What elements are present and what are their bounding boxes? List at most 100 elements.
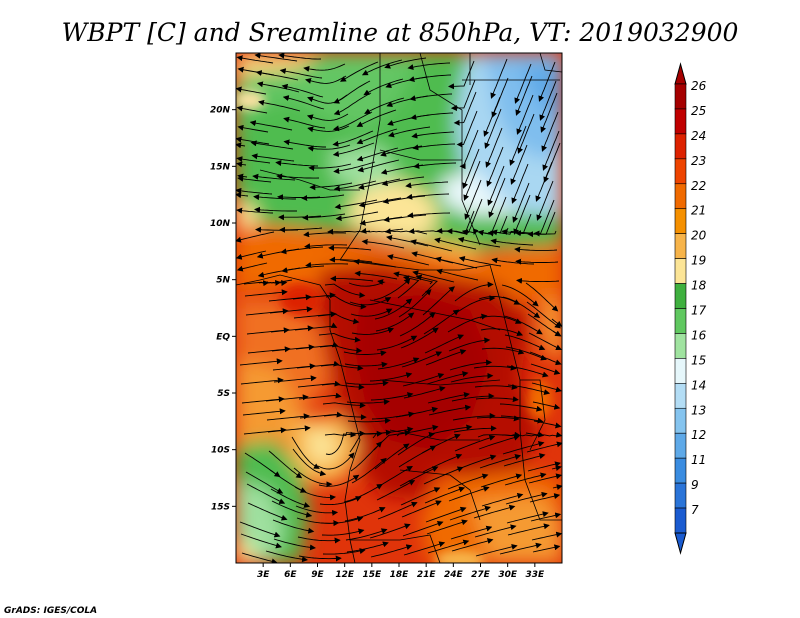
streamline <box>552 484 562 491</box>
streamline <box>388 126 431 138</box>
streamline <box>254 206 297 213</box>
colorbar-segment <box>674 358 687 384</box>
streamline <box>350 308 393 317</box>
streamline <box>399 466 439 487</box>
streamline <box>279 68 323 79</box>
streamline <box>344 361 388 368</box>
lat-tick-label: 10N <box>210 219 231 229</box>
streamline <box>318 333 361 343</box>
streamline <box>333 92 372 116</box>
streamline <box>532 401 561 410</box>
streamline <box>504 334 546 351</box>
streamline <box>236 156 271 164</box>
colorbar-segment <box>674 308 687 334</box>
lat-tick-label: 15N <box>210 162 231 172</box>
streamline <box>319 345 363 354</box>
lat-tick-label: 5N <box>216 276 230 286</box>
streamline <box>407 62 451 71</box>
streamline <box>426 519 468 535</box>
streamline <box>540 92 558 133</box>
streamline <box>535 161 553 202</box>
streamline <box>332 142 375 157</box>
streamline <box>370 544 413 558</box>
streamline <box>427 391 470 404</box>
streamline <box>270 488 311 508</box>
streamline <box>491 229 533 236</box>
streamline <box>503 315 543 335</box>
streamline <box>333 180 377 192</box>
streamline <box>373 278 411 301</box>
streamline <box>359 216 403 226</box>
colorbar-label: 16 <box>691 328 707 342</box>
streamline <box>483 96 501 137</box>
streamline <box>333 161 376 174</box>
streamline <box>478 296 521 305</box>
streamline <box>407 212 451 219</box>
streamline <box>528 473 562 484</box>
streamline <box>455 295 496 314</box>
streamline <box>294 322 338 331</box>
streamline <box>412 270 455 283</box>
streamline <box>506 365 549 378</box>
colorbar-label: 15 <box>691 353 706 367</box>
streamline <box>271 500 313 518</box>
streamline <box>413 162 457 169</box>
streamline <box>463 160 481 201</box>
streamline <box>542 130 560 171</box>
streamline <box>253 194 296 201</box>
colorbar-label: 20 <box>691 229 707 243</box>
streamline <box>273 375 317 383</box>
streamline <box>329 256 373 263</box>
streamline <box>360 227 404 234</box>
streamline <box>450 525 493 540</box>
streamline <box>478 434 520 450</box>
streamline <box>291 436 320 469</box>
streamline <box>499 542 542 555</box>
streamline <box>265 550 308 563</box>
streamline <box>500 415 544 424</box>
streamline <box>403 541 446 556</box>
colorbar-segment <box>674 208 687 234</box>
streamline <box>258 99 301 112</box>
colorbar-segment <box>674 233 687 259</box>
streamline <box>354 270 398 280</box>
streamline <box>332 130 374 147</box>
streamline <box>539 80 557 121</box>
streamline <box>318 474 360 487</box>
streamline <box>236 231 275 243</box>
colorbar-segment <box>674 83 687 110</box>
streamline <box>250 140 294 150</box>
streamline <box>320 516 364 524</box>
colorbar-segment <box>674 133 687 160</box>
colorbar-segment <box>674 183 687 210</box>
streamline <box>293 467 333 488</box>
map-title: WBPT [C] and Sreamline at 850hPa, VT: 20… <box>62 18 739 47</box>
streamline <box>339 61 379 82</box>
streamline <box>349 297 392 306</box>
streamline <box>505 346 547 361</box>
streamline <box>473 504 516 519</box>
streamline <box>509 125 527 166</box>
streamline <box>447 313 488 333</box>
streamline <box>292 292 336 300</box>
streamline <box>236 86 267 95</box>
streamline <box>345 380 389 387</box>
streamline <box>277 279 293 286</box>
streamline <box>265 394 309 402</box>
streamline <box>317 313 360 325</box>
colorbar-segment <box>674 407 687 434</box>
streamline <box>525 431 562 438</box>
streamline <box>370 392 414 401</box>
streamline <box>402 520 444 537</box>
streamline <box>451 538 494 552</box>
streamline <box>273 538 316 551</box>
streamline <box>369 523 411 539</box>
streamline <box>533 420 562 429</box>
streamline <box>349 430 383 453</box>
streamline <box>531 382 562 393</box>
streamline <box>344 506 386 522</box>
streamline <box>255 226 299 233</box>
streamline <box>507 384 551 396</box>
streamline <box>364 97 405 114</box>
colorbar-label: 11 <box>691 453 706 467</box>
